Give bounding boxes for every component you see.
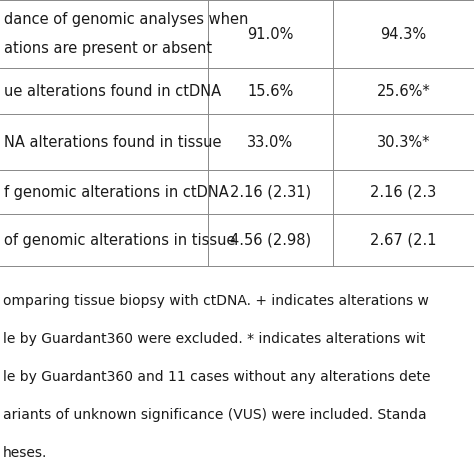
- Text: 25.6%*: 25.6%*: [377, 83, 430, 99]
- Text: le by Guardant360 were excluded. * indicates alterations wit: le by Guardant360 were excluded. * indic…: [3, 332, 425, 346]
- Text: 91.0%: 91.0%: [247, 27, 294, 42]
- Text: 2.16 (2.31): 2.16 (2.31): [230, 184, 311, 200]
- Text: 30.3%*: 30.3%*: [377, 135, 430, 149]
- Text: 15.6%: 15.6%: [247, 83, 293, 99]
- Text: dance of genomic analyses when: dance of genomic analyses when: [4, 11, 248, 27]
- Text: 2.16 (2.3: 2.16 (2.3: [370, 184, 437, 200]
- Text: 2.67 (2.1: 2.67 (2.1: [370, 233, 437, 247]
- Text: ations are present or absent: ations are present or absent: [4, 41, 212, 56]
- Text: heses.: heses.: [3, 446, 47, 460]
- Text: of genomic alterations in tissue: of genomic alterations in tissue: [4, 233, 236, 247]
- Text: omparing tissue biopsy with ctDNA. + indicates alterations w: omparing tissue biopsy with ctDNA. + ind…: [3, 294, 429, 308]
- Text: le by Guardant360 and 11 cases without any alterations dete: le by Guardant360 and 11 cases without a…: [3, 370, 430, 384]
- Text: 94.3%: 94.3%: [381, 27, 427, 42]
- Text: NA alterations found in tissue: NA alterations found in tissue: [4, 135, 221, 149]
- Text: 4.56 (2.98): 4.56 (2.98): [230, 233, 311, 247]
- Text: ue alterations found in ctDNA: ue alterations found in ctDNA: [4, 83, 221, 99]
- Text: f genomic alterations in ctDNA: f genomic alterations in ctDNA: [4, 184, 229, 200]
- Text: 33.0%: 33.0%: [247, 135, 293, 149]
- Text: ariants of unknown significance (VUS) were included. Standa: ariants of unknown significance (VUS) we…: [3, 408, 427, 422]
